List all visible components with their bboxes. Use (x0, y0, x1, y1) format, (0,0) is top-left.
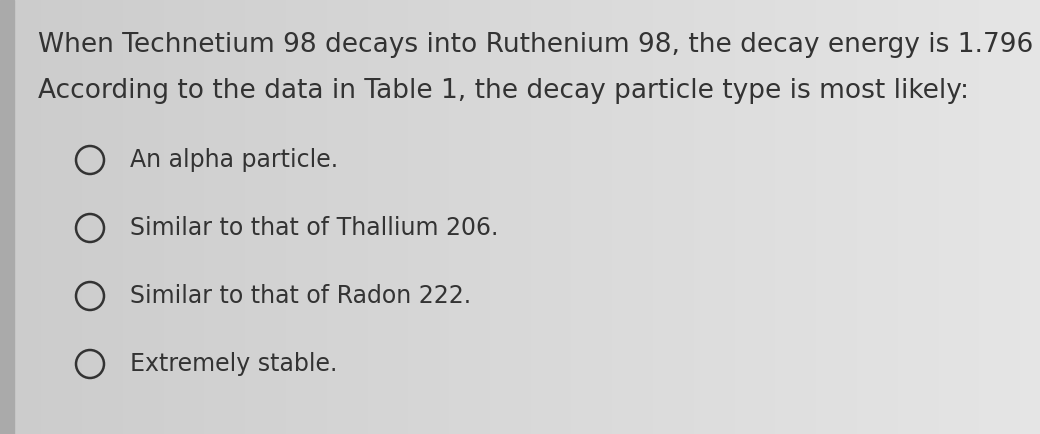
Text: According to the data in Table 1, the decay particle type is most likely:: According to the data in Table 1, the de… (38, 78, 969, 104)
Bar (0, 0, 14, 434)
Text: Extremely stable.: Extremely stable. (130, 352, 337, 376)
Text: An alpha particle.: An alpha particle. (130, 148, 338, 172)
Text: Similar to that of Radon 222.: Similar to that of Radon 222. (130, 284, 471, 308)
Text: Similar to that of Thallium 206.: Similar to that of Thallium 206. (130, 216, 498, 240)
Text: When Technetium 98 decays into Ruthenium 98, the decay energy is 1.796 MeV.: When Technetium 98 decays into Ruthenium… (38, 32, 1040, 58)
